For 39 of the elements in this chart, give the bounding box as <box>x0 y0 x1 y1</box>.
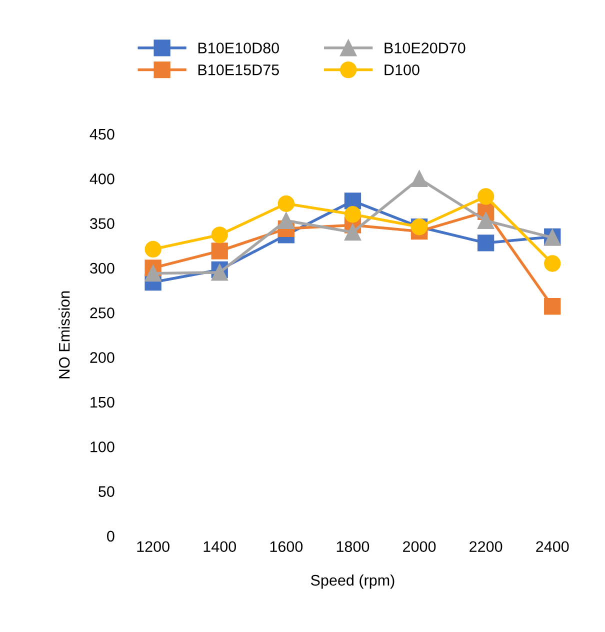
x-tick-label: 2400 <box>536 541 569 552</box>
x-tick-label: 2000 <box>403 541 436 552</box>
y-tick-label: 0 <box>107 530 114 542</box>
y-tick-label: 150 <box>90 396 114 408</box>
point <box>477 234 494 252</box>
x-axis-title: Speed (rpm) <box>310 574 394 589</box>
legend-label: D100 <box>384 64 420 76</box>
x-tick-label: 2200 <box>470 541 502 552</box>
y-tick-label: 300 <box>90 262 114 274</box>
point <box>278 195 294 212</box>
y-tick-label: 50 <box>98 486 114 497</box>
legend-label: B10E15D75 <box>198 64 279 76</box>
point <box>410 170 428 187</box>
point <box>211 264 228 281</box>
y-tick-label: 250 <box>90 307 114 318</box>
point <box>144 240 162 258</box>
x-tick-label: 1200 <box>137 541 170 552</box>
x-tick-label: 1600 <box>270 541 303 552</box>
point <box>544 255 561 272</box>
y-tick-label: 400 <box>90 174 114 184</box>
y-axis-title: NO Emission <box>58 291 70 378</box>
point <box>144 264 162 282</box>
point <box>278 212 294 229</box>
y-tick-label: 350 <box>90 218 114 229</box>
point <box>544 298 561 315</box>
legend-label: B10E10D80 <box>198 42 279 54</box>
point <box>344 206 362 223</box>
point <box>477 188 494 205</box>
point <box>344 192 362 210</box>
y-tick-label: 100 <box>90 441 114 452</box>
x-tick-label: 1400 <box>204 541 236 552</box>
point <box>211 226 228 244</box>
y-tick-label: 450 <box>90 128 114 140</box>
legend-label: B10E20D70 <box>384 42 466 54</box>
point <box>477 212 494 229</box>
x-tick-label: 1800 <box>336 541 370 552</box>
y-tick-label: 200 <box>90 352 114 363</box>
point <box>211 242 228 260</box>
point <box>344 224 362 241</box>
